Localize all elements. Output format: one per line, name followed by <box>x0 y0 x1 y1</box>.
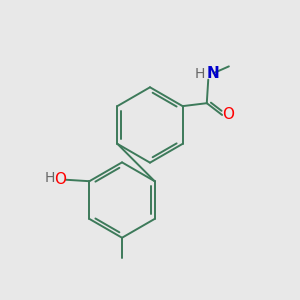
Text: O: O <box>223 107 235 122</box>
Text: H: H <box>44 171 55 185</box>
Text: O: O <box>54 172 66 187</box>
Text: H: H <box>194 67 205 81</box>
Text: N: N <box>206 66 219 81</box>
